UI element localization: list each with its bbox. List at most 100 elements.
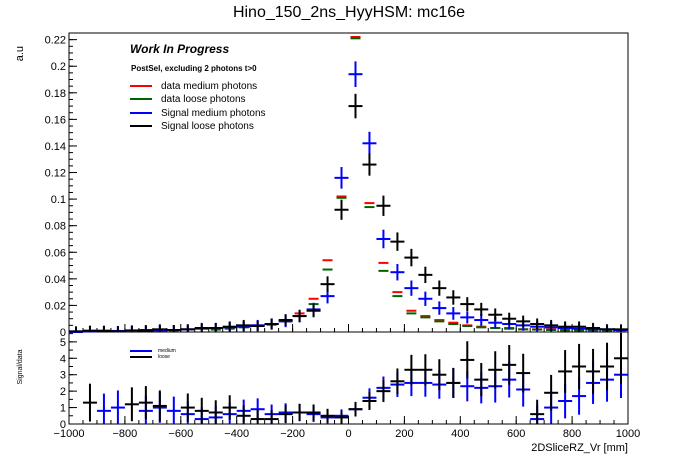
point-signal-loose-photons	[320, 276, 335, 292]
upper-y-tick-label: 0.04	[45, 274, 66, 286]
legend-label-data-medium: data medium photons	[161, 81, 257, 92]
ratio-point-loose	[180, 393, 195, 422]
point-signal-loose-photons	[614, 324, 629, 332]
point-signal-loose-photons	[544, 319, 559, 331]
x-tick-label: −200	[280, 428, 305, 440]
ratio-point-loose	[404, 354, 419, 385]
upper-y-tick-label: 0.08	[45, 221, 66, 233]
ratio-point-loose	[152, 390, 167, 422]
upper-y-tick-label: 0.1	[51, 194, 66, 206]
point-signal-loose-photons	[292, 309, 307, 323]
lower-y-tick-label: 2	[60, 386, 66, 398]
ratio-point-loose	[544, 374, 559, 411]
upper-y-tick-label: 0.14	[45, 141, 66, 153]
ratio-point-loose	[250, 409, 265, 424]
ratio-point-loose	[236, 405, 251, 424]
point-signal-medium-photons	[404, 280, 419, 296]
point-signal-loose-photons	[278, 314, 293, 326]
ratio-point-loose	[320, 408, 335, 423]
ratio-point-loose	[278, 405, 293, 424]
lower-y-tick-label: 1	[60, 403, 66, 415]
point-signal-loose-photons	[502, 312, 517, 325]
ratio-point-loose	[572, 343, 587, 390]
ratio-point-loose	[600, 342, 615, 391]
point-signal-loose-photons	[166, 325, 181, 332]
upper-y-tick-label: 0.18	[45, 88, 66, 100]
point-signal-loose-photons	[530, 318, 545, 330]
marks-layer	[68, 35, 629, 424]
ratio-point-loose	[474, 363, 489, 397]
work-in-progress-label: Work In Progress	[130, 42, 229, 56]
ratio-point-loose	[446, 367, 461, 398]
upper-y-tick-label: 0.02	[45, 300, 66, 312]
point-signal-loose-photons	[362, 153, 377, 176]
x-tick-label: 0	[345, 428, 351, 440]
ratio-point-loose	[264, 410, 279, 424]
point-signal-medium-photons	[362, 131, 377, 155]
ratio-point-loose	[348, 401, 363, 417]
selection-label: PostSel, excluding 2 photons t>0	[131, 64, 257, 73]
upper-y-axis-label: a.u	[14, 46, 26, 61]
ratio-point-medium	[166, 396, 181, 424]
point-signal-loose-photons	[236, 319, 251, 331]
ratio-point-loose	[292, 403, 307, 422]
upper-y-tick-label: 0	[60, 327, 66, 339]
point-signal-medium-photons	[474, 314, 489, 326]
legend-label-signal-loose: Signal loose photons	[161, 121, 254, 132]
ratio-point-loose	[558, 350, 573, 393]
ratio-point-loose	[460, 341, 475, 379]
legend-label-data-loose: data loose photons	[161, 94, 246, 105]
lower-y-tick-label: 3	[60, 370, 66, 382]
lower-legend: medium loose	[130, 348, 176, 360]
ratio-point-loose	[208, 400, 223, 424]
ratio-point-loose	[362, 392, 377, 410]
point-signal-loose-photons	[194, 322, 209, 332]
upper-y-tick-label: 0.12	[45, 168, 66, 180]
ratio-point-loose	[222, 395, 237, 420]
point-signal-medium-photons	[460, 311, 475, 324]
point-signal-loose-photons	[404, 248, 419, 267]
axes-layer: −1000 −800 −600 −400 −200 0 200 400 600 800 1000 0 0…	[45, 35, 641, 440]
ratio-point-loose	[306, 404, 321, 421]
point-signal-loose-photons	[138, 325, 153, 332]
upper-legend: data medium photons data loose photons S…	[130, 81, 266, 132]
point-signal-loose-photons	[558, 321, 573, 332]
point-signal-loose-photons	[250, 320, 265, 332]
ratio-point-medium	[96, 393, 111, 424]
legend-label-ratio-loose: loose	[158, 354, 170, 360]
point-signal-loose-photons	[572, 321, 587, 332]
point-signal-loose-photons	[488, 308, 503, 322]
ratio-point-loose	[376, 380, 391, 403]
ratio-point-loose	[124, 387, 139, 422]
x-tick-label: −1000	[54, 428, 85, 440]
point-signal-loose-photons	[446, 290, 461, 305]
point-signal-loose-photons	[376, 195, 391, 216]
point-signal-medium-photons	[348, 61, 363, 88]
point-signal-loose-photons	[264, 318, 279, 330]
ratio-point-loose	[334, 411, 349, 424]
point-signal-medium-photons	[376, 229, 391, 249]
upper-y-tick-label: 0.06	[45, 247, 66, 259]
legend-label-signal-medium: Signal medium photons	[161, 108, 266, 119]
point-signal-loose-photons	[152, 324, 167, 332]
x-tick-label: 400	[451, 428, 469, 440]
point-signal-loose-photons	[82, 325, 97, 332]
upper-y-tick-label: 0.22	[45, 35, 66, 47]
point-signal-loose-photons	[432, 280, 447, 296]
point-signal-loose-photons	[460, 297, 475, 311]
ratio-point-medium	[110, 390, 125, 424]
lower-y-axis-label: Signal/data	[17, 349, 24, 384]
point-signal-medium-photons	[390, 263, 405, 281]
x-tick-label: 600	[507, 428, 525, 440]
lower-y-tick-label: 5	[60, 337, 66, 349]
x-tick-label: −800	[113, 428, 138, 440]
x-tick-label: 200	[395, 428, 413, 440]
point-signal-loose-photons	[586, 322, 601, 332]
point-signal-medium-photons	[432, 301, 447, 315]
upper-y-tick-label: 0.2	[51, 61, 66, 73]
point-signal-loose-photons	[110, 326, 125, 333]
point-signal-loose-photons	[68, 326, 83, 333]
ratio-point-loose	[586, 348, 601, 394]
